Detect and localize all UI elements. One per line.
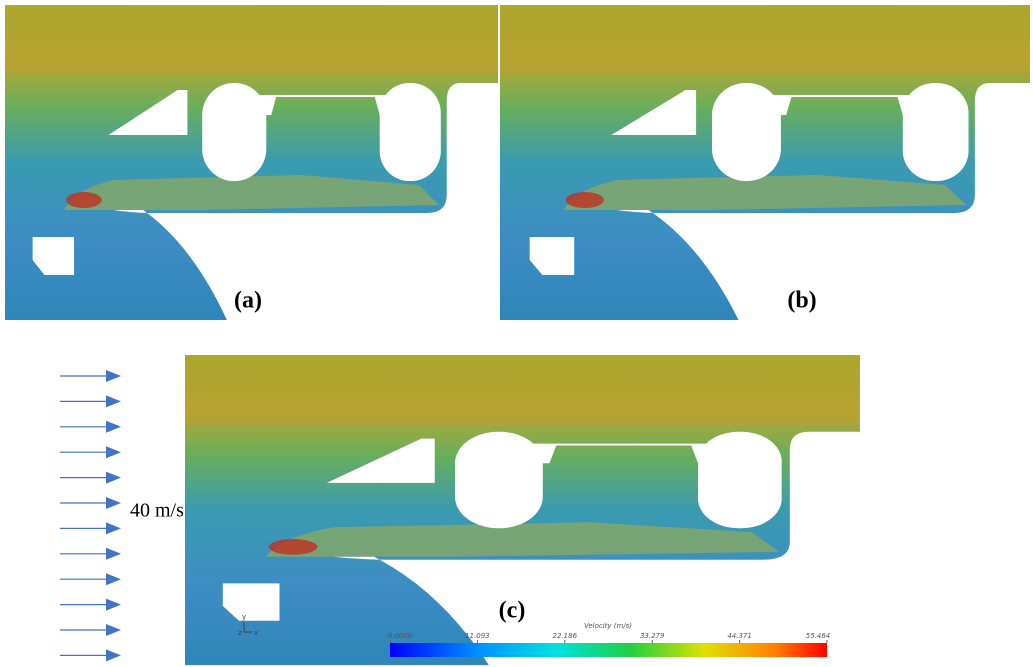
triad-label: y: [242, 613, 246, 621]
arrow-head: [106, 649, 121, 662]
panel-label: (a): [234, 288, 262, 314]
arrow-head: [106, 598, 121, 611]
colorbar-tick-label: 11.093: [465, 632, 490, 640]
inflow-arrows: [60, 370, 121, 662]
axes-triad: y z x: [238, 613, 258, 637]
colorbar-ticks: 0.0000 11.093 22.186 33.279 44.371 55.464: [388, 632, 831, 643]
flow-panel-b: [500, 5, 1030, 320]
colorbar-title: Velocity (m/s): [584, 622, 632, 630]
colorbar-tick-label: 0.0000: [388, 632, 413, 640]
colorbar-tick-label: 55.464: [806, 632, 831, 640]
colorbar: [390, 643, 827, 657]
flow-panel-a: [5, 5, 498, 320]
arrow-head: [106, 497, 121, 509]
arrow-head: [106, 471, 121, 484]
arrow-head: [106, 446, 121, 459]
arrow-head: [106, 370, 121, 382]
triad-label: x: [254, 629, 258, 637]
arrow-head: [106, 624, 121, 636]
triad-label: z: [238, 629, 242, 637]
colorbar-tick-label: 22.186: [553, 632, 578, 640]
panel-label: (c): [499, 598, 526, 624]
arrow-head: [106, 395, 121, 408]
arrow-head: [106, 573, 121, 586]
arrow-head: [106, 420, 121, 433]
panel-label: (b): [787, 288, 816, 314]
colorbar-tick-label: 44.371: [727, 632, 752, 640]
arrow-head: [106, 547, 121, 560]
arrow-head: [106, 522, 121, 535]
inflow-speed: 40 m/s: [130, 500, 184, 522]
colorbar-tick-label: 33.279: [640, 632, 665, 640]
